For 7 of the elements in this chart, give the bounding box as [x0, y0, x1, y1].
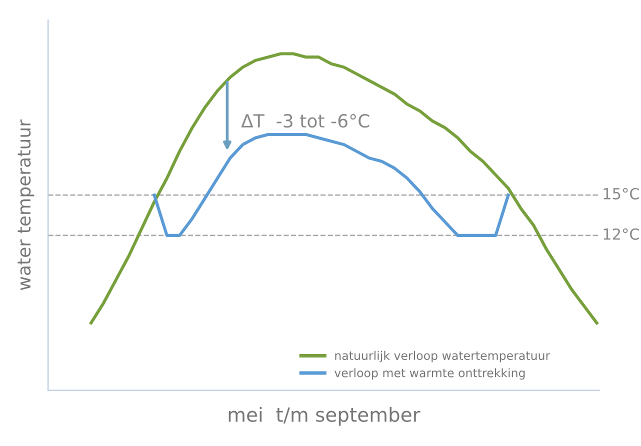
- legend-label: verloop met warmte onttrekking: [334, 368, 525, 380]
- ref-line-label: 12°C: [604, 228, 640, 240]
- annotation: ΔT -3 tot -6°C: [241, 114, 370, 128]
- ref-line-label: 15°C: [604, 188, 640, 200]
- y-axis-title: water temperatuur: [18, 119, 34, 290]
- x-axis-title: mei t/m september: [228, 406, 420, 426]
- legend-label: natuurlijk verloop watertemperatuur: [335, 350, 550, 362]
